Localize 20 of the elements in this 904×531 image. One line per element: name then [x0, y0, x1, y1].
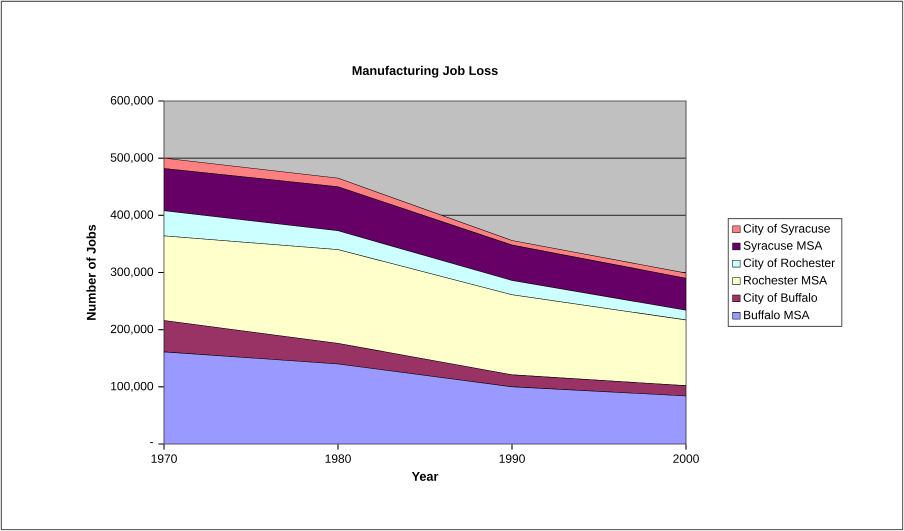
x-axis-title: Year	[412, 472, 438, 481]
x-tick-label: 1990	[500, 454, 525, 463]
y-tick-label: 200,000	[110, 324, 154, 335]
y-axis-title: Number of Jobs	[86, 224, 96, 320]
y-tick-label: 300,000	[110, 268, 154, 278]
x-tick-label: 1970	[152, 454, 177, 463]
legend-label: Buffalo MSA	[744, 310, 810, 320]
y-tick-label: 100,000	[111, 382, 154, 392]
y-tick-label: 600,000	[110, 96, 154, 106]
legend-label: Rochester MSA	[744, 276, 828, 284]
legend-label: Syracuse MSA	[744, 241, 822, 252]
chart-title: Manufacturing Job Loss	[352, 66, 498, 78]
x-tick-label: 2000	[673, 454, 699, 463]
legend-label: City of Rochester	[744, 258, 835, 270]
x-tick-label: 1980	[326, 454, 351, 463]
legend-label: City of Syracuse	[744, 224, 830, 236]
y-tick-label: -	[150, 442, 154, 444]
y-tick-label: 500,000	[110, 153, 154, 164]
y-tick-label: 400,000	[110, 210, 154, 220]
legend-label: City of Buffalo	[744, 293, 818, 304]
